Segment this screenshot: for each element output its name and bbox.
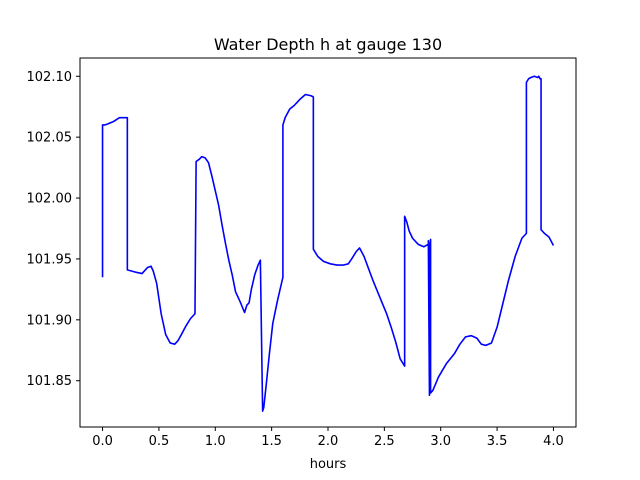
y-tick-label: 101.90 bbox=[27, 313, 73, 328]
y-tick-label: 102.10 bbox=[27, 70, 73, 85]
x-tick-label: 0.0 bbox=[92, 434, 113, 449]
series-line-1 bbox=[101, 75, 555, 412]
plot-area bbox=[79, 57, 577, 428]
x-tick-label: 2.5 bbox=[374, 434, 395, 449]
chart-title: Water Depth h at gauge 130 bbox=[214, 35, 442, 54]
x-tick-label: 0.5 bbox=[149, 434, 170, 449]
x-axis: 0.0 0.5 1.0 1.5 2.0 2.5 3.0 3.5 4.0 bbox=[92, 427, 564, 449]
y-axis: 101.85 101.90 101.95 102.00 102.05 102.10 bbox=[27, 70, 80, 389]
y-tick-label: 101.95 bbox=[27, 252, 73, 267]
x-tick-label: 2.0 bbox=[318, 434, 339, 449]
y-tick-label: 101.85 bbox=[27, 374, 73, 389]
x-tick-label: 1.0 bbox=[205, 434, 226, 449]
x-tick-label: 3.0 bbox=[430, 434, 451, 449]
axes-frame bbox=[79, 57, 577, 428]
x-tick-label: 3.5 bbox=[487, 434, 508, 449]
x-tick-label: 1.5 bbox=[261, 434, 282, 449]
y-tick-label: 102.05 bbox=[27, 131, 73, 146]
x-tick-label: 4.0 bbox=[543, 434, 564, 449]
x-axis-label: hours bbox=[310, 457, 347, 472]
y-tick-label: 102.00 bbox=[27, 192, 73, 207]
